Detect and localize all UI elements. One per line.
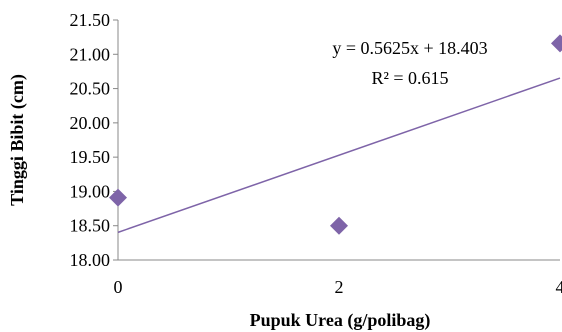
x-axis-ticks: 0 2 4 xyxy=(114,277,562,297)
y-tick-label: 19.00 xyxy=(70,181,111,201)
x-tick-label: 0 xyxy=(114,277,123,297)
y-tick-label: 18.00 xyxy=(70,250,111,270)
x-tick-label: 2 xyxy=(335,277,344,297)
data-points xyxy=(109,34,562,235)
data-point-diamond xyxy=(551,34,562,53)
trendline-r-squared: R² = 0.615 xyxy=(371,68,448,88)
y-tick-label: 20.00 xyxy=(70,113,111,133)
y-axis-ticks: 18.00 18.50 19.00 19.50 20.00 20.50 21.00 21.50 xyxy=(70,10,118,270)
trendline-equation: y = 0.5625x + 18.403 xyxy=(332,38,487,58)
x-axis-title: Pupuk Urea (g/polibag) xyxy=(250,310,431,331)
y-tick-label: 21.50 xyxy=(70,10,111,30)
y-tick-label: 19.50 xyxy=(70,147,111,167)
data-point-diamond xyxy=(330,216,348,235)
y-axis-title: Tinggi Bibit (cm) xyxy=(7,74,28,206)
y-tick-label: 21.00 xyxy=(70,44,111,64)
x-tick-label: 4 xyxy=(556,277,562,297)
y-tick-label: 18.50 xyxy=(70,216,111,236)
trendline xyxy=(117,77,561,234)
y-tick-label: 20.50 xyxy=(70,79,111,99)
data-point-diamond xyxy=(109,188,127,207)
